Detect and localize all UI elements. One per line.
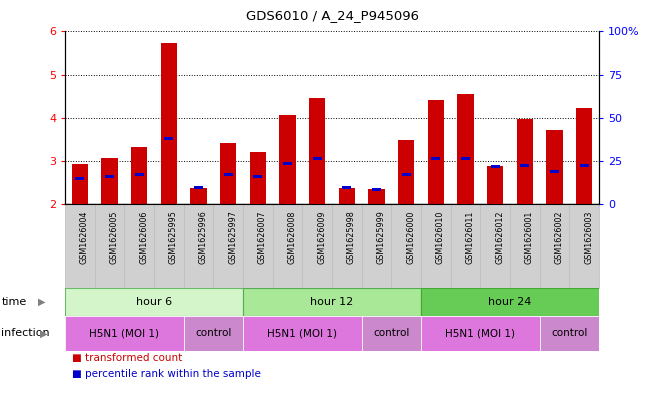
Bar [372,188,381,191]
Text: GSM1626007: GSM1626007 [258,210,267,264]
Bar [220,143,236,204]
Bar [421,316,540,351]
Bar [124,204,154,288]
Bar [302,204,332,288]
Bar [569,204,599,288]
Text: GSM1625998: GSM1625998 [347,210,356,264]
Bar [457,94,474,204]
Text: GSM1625999: GSM1625999 [376,210,385,264]
Bar [214,204,243,288]
Bar [461,156,470,160]
Bar [579,164,589,167]
Bar [550,169,559,173]
Text: ▶: ▶ [38,297,46,307]
Bar [72,164,88,204]
Bar [576,108,592,204]
Bar [432,158,440,160]
Text: GSM1626010: GSM1626010 [436,210,445,264]
Text: GSM1625997: GSM1625997 [229,210,237,264]
Text: infection: infection [1,328,50,338]
Bar [332,204,362,288]
Text: GSM1626004: GSM1626004 [80,210,89,264]
Bar [243,316,362,351]
Text: hour 6: hour 6 [136,297,172,307]
Text: GDS6010 / A_24_P945096: GDS6010 / A_24_P945096 [245,9,419,22]
Text: hour 24: hour 24 [488,297,532,307]
Bar [105,175,114,178]
Text: hour 12: hour 12 [311,297,353,307]
Text: control: control [195,328,232,338]
Bar [450,204,480,288]
Bar [480,204,510,288]
Bar [184,204,214,288]
Bar [165,137,173,140]
Bar [154,204,184,288]
Text: GSM1625995: GSM1625995 [169,210,178,264]
Bar [273,204,302,288]
Text: GSM1626011: GSM1626011 [465,210,475,264]
Bar [190,188,207,204]
Bar [312,158,322,160]
Bar [368,189,385,204]
Bar [428,100,444,204]
Bar [362,204,391,288]
Bar [194,186,203,189]
Bar [540,316,599,351]
Text: H5N1 (MOI 1): H5N1 (MOI 1) [445,328,516,338]
Text: GSM1626012: GSM1626012 [495,210,504,264]
Bar [520,164,529,167]
Bar [76,177,85,180]
Bar [510,204,540,288]
Bar [546,130,562,204]
Text: time: time [1,297,27,307]
Bar [65,316,184,351]
Text: GSM1626000: GSM1626000 [406,210,415,264]
Bar [184,316,243,351]
Text: GSM1626003: GSM1626003 [584,210,593,264]
Bar [131,147,147,204]
Text: ■ percentile rank within the sample: ■ percentile rank within the sample [72,369,260,379]
Text: control: control [373,328,409,338]
Bar [65,288,243,316]
Text: ■ transformed count: ■ transformed count [72,353,182,363]
Bar [102,158,118,204]
Bar [491,165,499,168]
Bar [362,316,421,351]
Bar [517,119,533,204]
Bar [421,288,599,316]
Bar [487,166,503,204]
Bar [95,204,124,288]
Bar [135,173,144,176]
Bar [402,173,411,176]
Bar [224,173,232,176]
Text: control: control [551,328,587,338]
Bar [161,43,177,204]
Bar [398,140,414,204]
Text: GSM1626006: GSM1626006 [139,210,148,264]
Bar [65,204,95,288]
Bar [279,115,296,204]
Bar [540,204,569,288]
Text: ▶: ▶ [40,328,48,338]
Bar [283,162,292,165]
Text: H5N1 (MOI 1): H5N1 (MOI 1) [268,328,337,338]
Text: GSM1626001: GSM1626001 [525,210,534,264]
Text: H5N1 (MOI 1): H5N1 (MOI 1) [89,328,159,338]
Bar [339,188,355,204]
Text: GSM1626008: GSM1626008 [288,210,296,264]
Text: GSM1625996: GSM1625996 [199,210,208,264]
Bar [243,288,421,316]
Bar [253,175,262,178]
Bar [342,186,352,189]
Bar [243,204,273,288]
Text: GSM1626002: GSM1626002 [555,210,563,264]
Text: GSM1626005: GSM1626005 [109,210,118,264]
Bar [309,98,326,204]
Bar [250,152,266,204]
Bar [421,204,450,288]
Text: GSM1626009: GSM1626009 [317,210,326,264]
Bar [391,204,421,288]
